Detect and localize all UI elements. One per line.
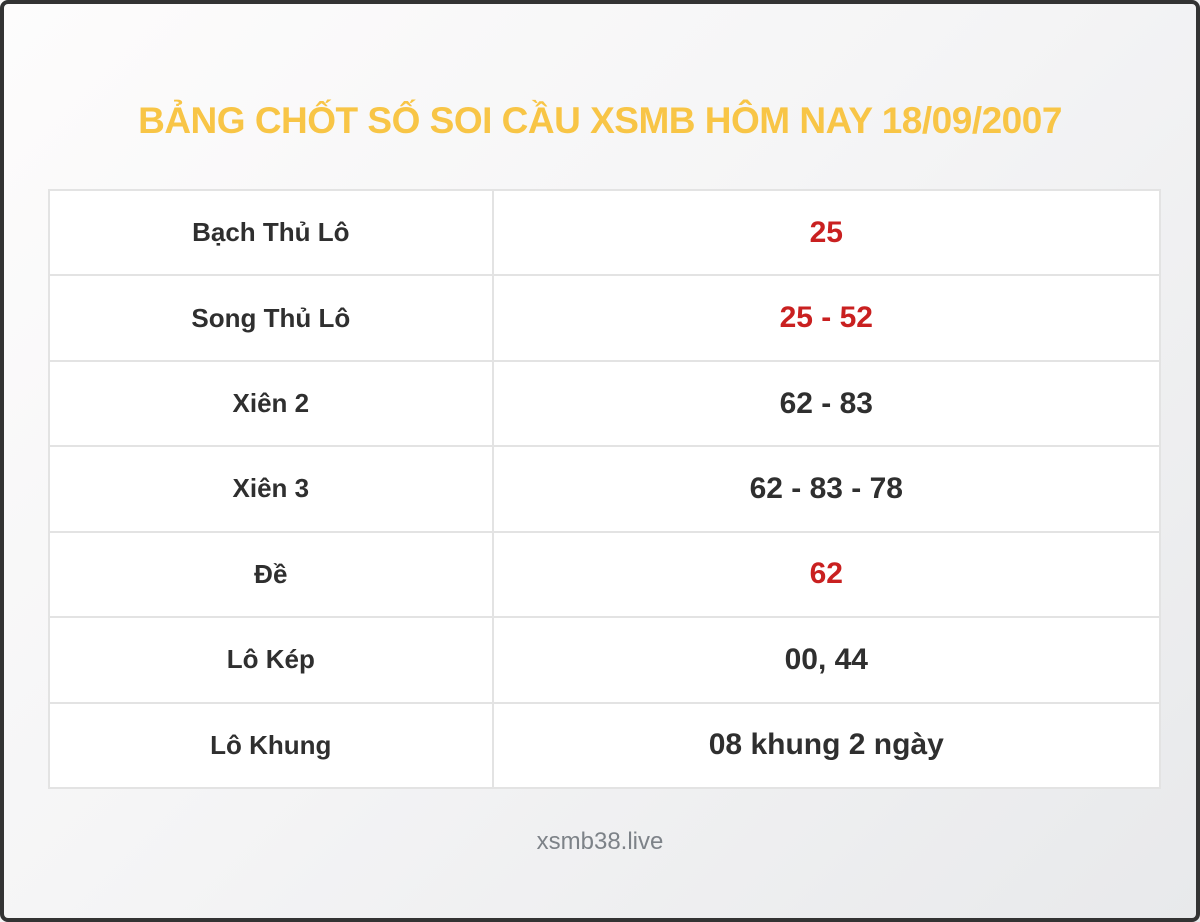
table-row: Song Thủ Lô 25 - 52: [50, 276, 1159, 362]
row-label-de: Đề: [50, 532, 494, 617]
row-value-song-thu-lo: 25 - 52: [493, 276, 1159, 360]
row-value-bach-thu-lo: 25: [493, 191, 1159, 275]
table-row: Xiên 2 62 - 83: [50, 361, 1159, 448]
row-value-de: 62: [493, 532, 1159, 617]
table-row: Bạch Thủ Lô 25: [50, 191, 1159, 277]
row-label-bach-thu-lo: Bạch Thủ Lô: [50, 191, 494, 275]
row-label-lo-kep: Lô Kép: [50, 618, 494, 702]
site-watermark: xsmb38.live: [536, 828, 664, 855]
table-row: Lô Kép 00, 44: [50, 618, 1159, 704]
table-row: Xiên 3 62 - 83 - 78: [50, 447, 1159, 533]
table-row: Đề 62: [50, 532, 1159, 619]
row-label-lo-khung: Lô Khung: [50, 703, 494, 787]
page-title: BẢNG CHỐT SỐ SOI CẦU XSMB HÔM NAY 18/09/…: [138, 100, 1062, 141]
row-label-xien-2: Xiên 2: [50, 361, 494, 446]
row-value-xien-2: 62 - 83: [493, 361, 1159, 446]
row-value-lo-khung: 08 khung 2 ngày: [493, 703, 1159, 787]
row-value-xien-3: 62 - 83 - 78: [493, 447, 1159, 531]
row-label-song-thu-lo: Song Thủ Lô: [50, 276, 494, 360]
table-row: Lô Khung 08 khung 2 ngày: [50, 703, 1159, 787]
prediction-table: Bạch Thủ Lô 25 Song Thủ Lô 25 - 52 Xiên …: [48, 189, 1161, 789]
row-label-xien-3: Xiên 3: [50, 447, 494, 531]
row-value-lo-kep: 00, 44: [493, 618, 1159, 702]
